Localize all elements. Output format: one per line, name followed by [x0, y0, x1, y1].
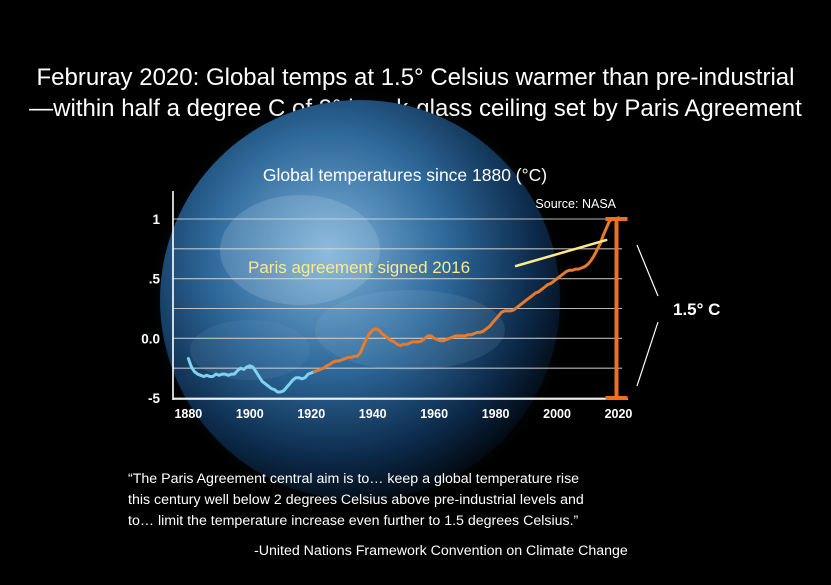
chart-title: Global temperatures since 1880 (°C): [263, 165, 547, 185]
x-tick-label: 1920: [297, 407, 325, 421]
quote-line-1: “The Paris Agreement central aim is to… …: [128, 471, 580, 487]
y-tick-label: 0.0: [141, 331, 160, 346]
series-line-late: [312, 216, 620, 374]
quote: “The Paris Agreement central aim is to… …: [128, 469, 688, 532]
earth-background: [145, 85, 575, 515]
quote-attribution: -United Nations Framework Convention on …: [254, 543, 628, 559]
chart-source: Source: NASA: [535, 197, 616, 211]
quote-line-2: this century well below 2 degrees Celsiu…: [128, 492, 584, 508]
x-tick-label: 2000: [543, 407, 571, 421]
y-tick-label: 1: [152, 212, 160, 227]
x-tick-label: 1940: [359, 407, 387, 421]
range-label: 1.5° C: [673, 300, 720, 319]
x-tick-label: 1880: [174, 407, 202, 421]
x-tick-label: 1980: [482, 407, 510, 421]
paris-leader-line: [514, 238, 608, 268]
grid: [173, 218, 622, 399]
y-tick-label: .5: [149, 272, 161, 287]
quote-line-3: to… limit the temperature increase even …: [128, 513, 579, 529]
range-bracket-lower: [636, 321, 659, 387]
axes: 1 .5 0.0 -5 1880 1900 1920 1940 1960 1980 2000 2020: [141, 191, 632, 421]
x-tick-label: 1960: [420, 407, 448, 421]
headline-line-1: Februray 2020: Global temps at 1.5° Cels…: [36, 64, 795, 91]
series-line-early: [186, 357, 316, 394]
y-tick-label: -5: [148, 391, 160, 406]
x-tick-label: 1900: [236, 407, 264, 421]
x-tick-label: 2020: [605, 407, 633, 421]
series-temperature: [186, 216, 620, 394]
range-bracket-upper: [636, 244, 659, 297]
paris-agreement-label: Paris agreement signed 2016: [248, 258, 470, 277]
annotations: Paris agreement signed 2016 1.5° C: [248, 217, 720, 400]
